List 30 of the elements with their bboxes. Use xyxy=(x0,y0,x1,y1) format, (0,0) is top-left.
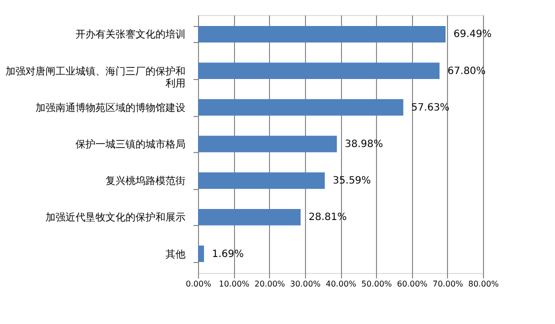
y-tick-label: 保护一城三镇的城市格局 xyxy=(76,138,186,150)
x-tick-label: 40.00% xyxy=(326,280,357,288)
bar xyxy=(198,208,301,226)
x-tick-label: 70.00% xyxy=(432,280,464,288)
bar xyxy=(198,246,204,262)
bar xyxy=(198,136,337,152)
bar xyxy=(198,172,325,189)
data-label: 67.80% xyxy=(448,66,486,77)
y-tick-label: 开办有关张謇文化的培训 xyxy=(76,28,186,41)
data-label: 35.59% xyxy=(332,176,371,187)
y-tick-label: 其他 xyxy=(166,248,186,260)
y-tick-label: 复兴桃坞路模范街 xyxy=(106,175,186,188)
data-label: 38.98% xyxy=(344,139,384,150)
data-label: 69.49% xyxy=(454,29,492,40)
x-tick-label: 10.00% xyxy=(218,280,250,288)
y-tick-label: 加强南通博物苑区域的博物馆建设 xyxy=(36,102,186,114)
x-tick-label: 20.00% xyxy=(254,280,286,288)
x-tick-label: 60.00% xyxy=(396,280,428,288)
bar xyxy=(198,99,404,116)
bar xyxy=(198,62,440,80)
bar xyxy=(198,26,446,42)
x-tick-label: 30.00% xyxy=(290,280,322,288)
x-tick-label: 50.00% xyxy=(361,280,392,288)
x-tick-label: 80.00% xyxy=(468,280,500,288)
y-tick-label: 加强对唐闸工业城镇、海门三厂的保护和利用 xyxy=(6,65,186,90)
y-tick-label: 加强近代垦牧文化的保护和展示 xyxy=(46,212,186,224)
data-label: 28.81% xyxy=(308,212,347,224)
data-label: 1.69% xyxy=(212,248,244,260)
x-tick-label: 0.00% xyxy=(186,280,212,288)
data-label: 57.63% xyxy=(411,102,450,114)
